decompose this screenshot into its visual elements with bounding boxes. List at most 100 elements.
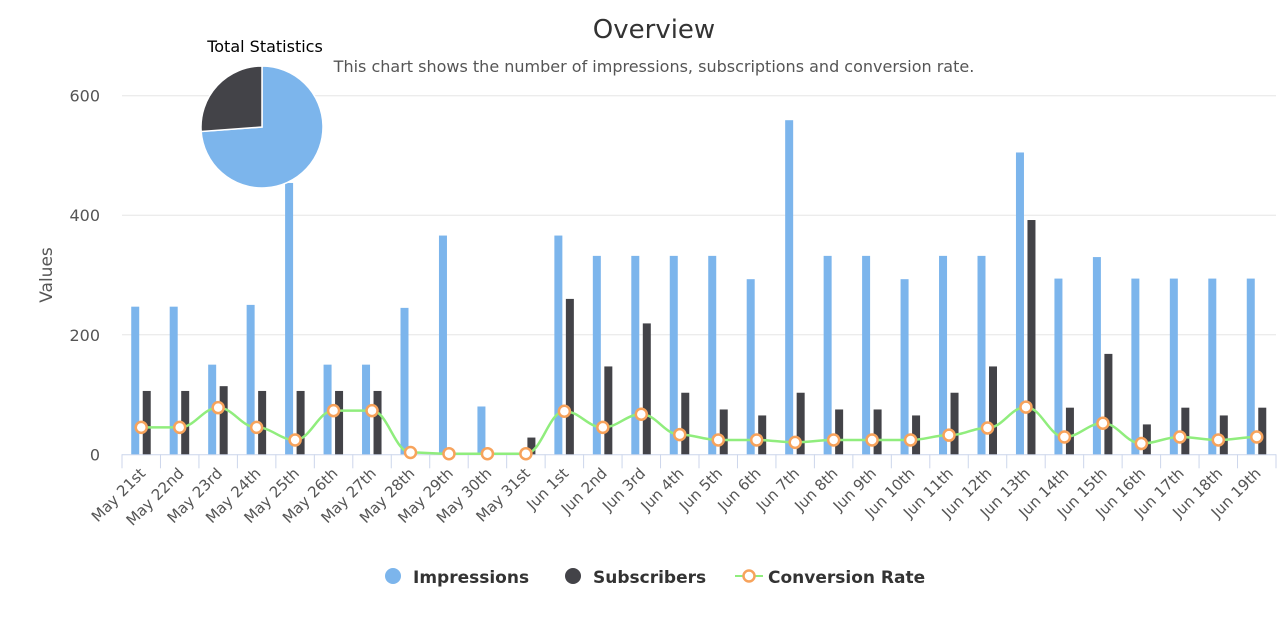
y-tick-label: 200 <box>69 326 100 345</box>
subscribers-bar <box>181 390 190 455</box>
impressions-bar <box>1169 278 1178 455</box>
legend-item-subscribers[interactable]: Subscribers <box>565 568 706 588</box>
subscribers-bar <box>142 390 151 455</box>
conversion-rate-point <box>596 420 610 435</box>
x-tick-label: Jun 8th <box>790 464 841 515</box>
conversion-rate-point <box>711 433 725 447</box>
y-tick-label: 400 <box>69 206 100 225</box>
impressions-bar <box>285 182 294 455</box>
conversion-rate-point <box>1134 436 1149 451</box>
impressions-bar <box>592 255 601 455</box>
y-axis-label: Values <box>37 247 57 303</box>
conversion-rate-point <box>172 420 187 435</box>
conversion-rate-point <box>1019 400 1033 414</box>
legend-item-impressions[interactable]: Impressions <box>385 568 529 588</box>
subscribers-bar <box>527 437 536 455</box>
impressions-bar <box>1015 152 1024 455</box>
pie-title: Total Statistics <box>206 37 323 56</box>
legend-label-subscribers: Subscribers <box>593 568 706 588</box>
impressions-bar <box>400 307 409 455</box>
subscribers-bar <box>604 366 613 455</box>
conversion-rate-point <box>826 433 841 447</box>
impressions-bar <box>131 306 140 455</box>
subscribers-bar <box>1181 407 1190 455</box>
conversion-rate-point <box>1057 430 1072 444</box>
impressions-bar <box>246 304 255 455</box>
x-tick-label: Jun 6th <box>714 464 765 515</box>
impressions-bar <box>1246 278 1255 455</box>
conversion-rate-point <box>673 427 687 442</box>
chart-title: Overview <box>593 15 715 45</box>
impressions-bar <box>1054 278 1063 455</box>
y-tick-label: 0 <box>90 445 100 464</box>
legend-item-conversion-rate[interactable]: Conversion Rate <box>735 568 925 588</box>
conversion-rate-point <box>749 433 764 447</box>
pie-slice-subscribers <box>200 65 263 133</box>
conversion-rate-point <box>1173 430 1187 444</box>
conversion-rate-point <box>365 403 379 418</box>
conversion-rate-point <box>288 433 302 447</box>
subscribers-bar <box>1142 424 1151 455</box>
subscribers-bar <box>912 415 921 455</box>
impressions-bar <box>1131 278 1140 455</box>
conversion-rate-point <box>403 445 418 460</box>
conversion-rate-point <box>480 446 495 461</box>
subscribers-bar <box>1258 407 1267 455</box>
conversion-rate-point <box>557 404 572 419</box>
subscribers-bar <box>373 390 382 455</box>
impressions-bar <box>785 120 794 455</box>
subscribers-bar <box>719 409 728 455</box>
impressions-bar <box>477 406 486 455</box>
conversion-rate-point <box>1096 416 1110 430</box>
x-tick-label: Jun 3rd <box>598 464 649 515</box>
conversion-rate-point <box>211 400 225 415</box>
subscribers-bar <box>1027 220 1036 455</box>
impressions-bar <box>977 255 986 455</box>
subscribers-bar <box>296 390 305 455</box>
conversion-rate-point <box>249 420 264 435</box>
legend-symbol-impressions <box>385 568 401 584</box>
impressions-bar <box>1092 257 1101 455</box>
subscribers-bar <box>835 409 844 455</box>
impressions-bar <box>169 306 178 455</box>
subscribers-bar <box>258 390 267 455</box>
subscribers-bar <box>335 390 344 455</box>
x-tick-label: Jun 5th <box>675 464 726 515</box>
subscribers-bar <box>950 392 959 455</box>
y-tick-label: 600 <box>69 87 100 106</box>
subscribers-bar <box>873 409 882 455</box>
conversion-rate-point <box>903 433 918 447</box>
legend-symbol-conversion-rate <box>742 569 756 583</box>
impressions-bar <box>669 255 678 455</box>
subscribers-bar <box>642 323 651 455</box>
x-tick-label: Jun 7th <box>752 464 803 515</box>
conversion-rate-point <box>134 420 148 435</box>
subscribers-bar <box>1104 353 1113 455</box>
subscribers-bar <box>989 366 997 455</box>
impressions-bar <box>939 255 948 455</box>
legend-symbol-subscribers <box>565 568 581 584</box>
impressions-bar <box>862 255 871 455</box>
x-tick-label: Jun 4th <box>637 464 688 515</box>
impressions-bar <box>708 255 717 455</box>
impressions-bar <box>823 255 832 455</box>
legend-label-conversion-rate: Conversion Rate <box>768 568 925 588</box>
conversion-rate-point <box>1211 433 1226 447</box>
subscribers-bar <box>681 392 690 455</box>
conversion-rate-point <box>865 433 879 447</box>
chart-subtitle: This chart shows the number of impressio… <box>333 57 975 76</box>
impressions-bar <box>554 235 563 455</box>
conversion-rate-point <box>1250 430 1264 444</box>
impressions-bar <box>746 279 755 455</box>
legend-label-impressions: Impressions <box>413 568 529 588</box>
conversion-rate-point <box>519 446 533 461</box>
conversion-rate-point <box>942 428 956 442</box>
impressions-bar <box>438 235 447 455</box>
impressions-bar <box>631 255 640 455</box>
conversion-rate-line <box>141 405 1257 455</box>
impressions-bar <box>900 279 909 455</box>
conversion-rate-point <box>326 403 341 418</box>
subscribers-bar <box>796 392 805 455</box>
subscribers-bar <box>219 386 228 455</box>
